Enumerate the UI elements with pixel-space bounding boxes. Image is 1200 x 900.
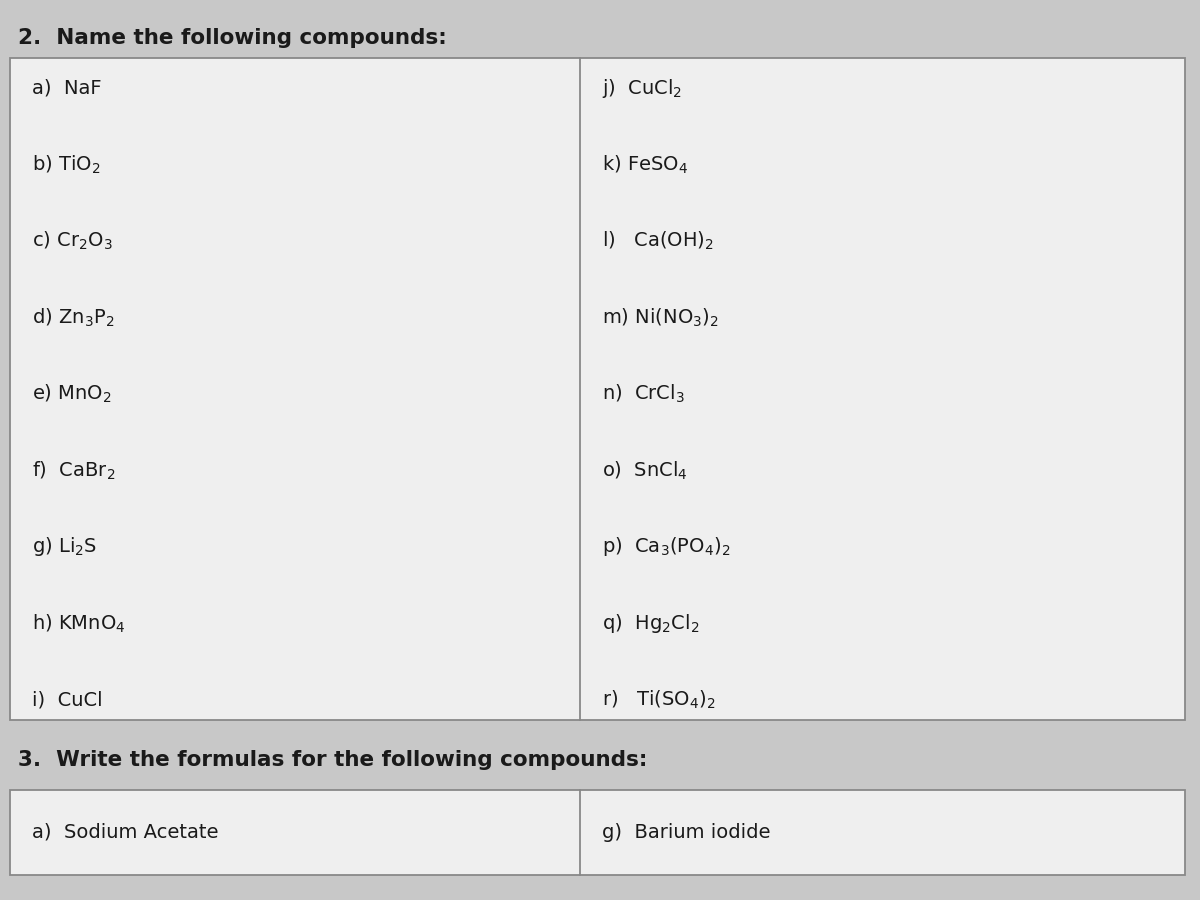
Bar [10, 790, 1186, 875]
Text: k) FeSO$_4$: k) FeSO$_4$ [602, 153, 688, 176]
Text: p)  Ca$_3$(PO$_4$)$_2$: p) Ca$_3$(PO$_4$)$_2$ [602, 536, 731, 559]
Text: o)  SnCl$_4$: o) SnCl$_4$ [602, 459, 688, 482]
Text: m) Ni(NO$_3$)$_2$: m) Ni(NO$_3$)$_2$ [602, 306, 719, 328]
Text: 2.  Name the following compounds:: 2. Name the following compounds: [18, 28, 446, 48]
Text: g)  Barium iodide: g) Barium iodide [602, 823, 770, 842]
Text: n)  CrCl$_3$: n) CrCl$_3$ [602, 382, 685, 405]
Text: h) KMnO$_4$: h) KMnO$_4$ [32, 612, 126, 634]
Text: c) Cr$_2$O$_3$: c) Cr$_2$O$_3$ [32, 230, 113, 252]
Text: d) Zn$_3$P$_2$: d) Zn$_3$P$_2$ [32, 306, 114, 328]
Text: g) Li$_2$S: g) Li$_2$S [32, 536, 97, 559]
Text: a)  NaF: a) NaF [32, 78, 102, 97]
Text: l)   Ca(OH)$_2$: l) Ca(OH)$_2$ [602, 230, 714, 252]
Text: f)  CaBr$_2$: f) CaBr$_2$ [32, 459, 115, 482]
Text: r)   Ti(SO$_4$)$_2$: r) Ti(SO$_4$)$_2$ [602, 688, 715, 711]
Text: i)  CuCl: i) CuCl [32, 690, 103, 709]
Text: q)  Hg$_2$Cl$_2$: q) Hg$_2$Cl$_2$ [602, 612, 700, 635]
Text: e) MnO$_2$: e) MnO$_2$ [32, 382, 112, 405]
Bar [10, 58, 1186, 720]
Text: j)  CuCl$_2$: j) CuCl$_2$ [602, 76, 682, 100]
Text: 3.  Write the formulas for the following compounds:: 3. Write the formulas for the following … [18, 750, 647, 770]
Text: a)  Sodium Acetate: a) Sodium Acetate [32, 823, 218, 842]
Text: b) TiO$_2$: b) TiO$_2$ [32, 153, 101, 176]
